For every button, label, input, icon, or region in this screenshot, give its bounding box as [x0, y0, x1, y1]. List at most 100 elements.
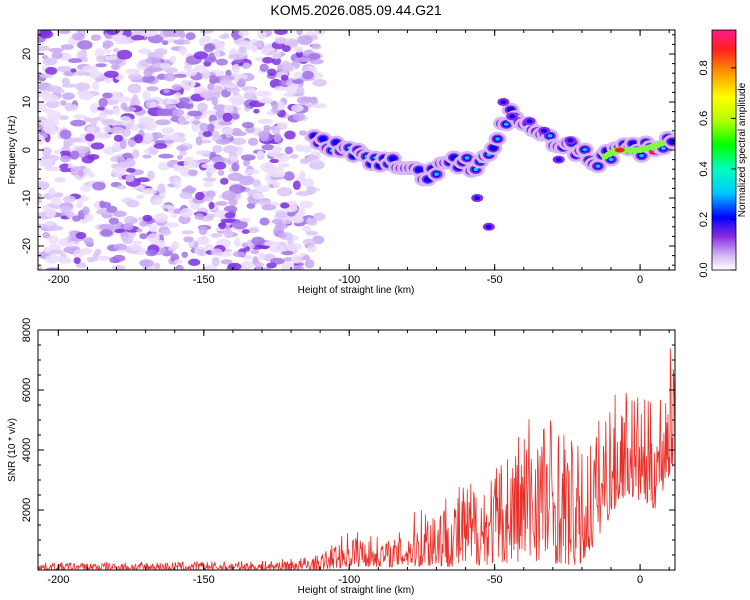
heatmap-cell [495, 137, 501, 141]
heatmap-cell [132, 149, 140, 159]
heatmap-cell [223, 205, 238, 213]
heatmap-cell [195, 191, 205, 201]
heatmap-cell [131, 31, 143, 36]
heatmap-cell [293, 46, 304, 53]
heatmap-cell [503, 122, 509, 127]
heatmap-cell [178, 115, 186, 125]
heatmap-cell [178, 45, 187, 56]
heatmap-cell [241, 229, 250, 234]
heatmap-cell [204, 57, 217, 63]
heatmap-cell [298, 206, 306, 217]
heatmap-cell [266, 110, 274, 116]
heatmap-cell [238, 46, 247, 54]
heatmap-cell [139, 220, 148, 227]
heatmap-cell [194, 64, 207, 73]
heatmap-cell [657, 140, 666, 147]
spectrogram-x-axis-label: Height of straight line (km) [298, 285, 415, 296]
heatmap-cell [296, 96, 312, 105]
heatmap-cell [299, 200, 314, 209]
heatmap-cell [131, 123, 140, 132]
heatmap-cell [280, 74, 289, 81]
spectrogram-y-axis-label: Frequency (Hz) [7, 116, 18, 185]
heatmap-cell [272, 51, 282, 60]
heatmap-cell [280, 202, 290, 209]
heatmap-cell [169, 55, 177, 64]
heatmap-cell [122, 106, 137, 112]
snr-series-line [38, 348, 675, 570]
heatmap-cell [259, 119, 272, 124]
heatmap-cell [46, 220, 55, 228]
heatmap-cell [251, 45, 258, 53]
y-tick-label: 20 [21, 48, 33, 60]
heatmap-cell [162, 30, 175, 38]
heatmap-cell [220, 218, 237, 223]
heatmap-cell [69, 137, 83, 143]
heatmap-cell [199, 122, 209, 131]
heatmap-cell [143, 132, 154, 142]
heatmap-cell [227, 262, 242, 270]
y-tick-label: 6000 [21, 378, 33, 402]
heatmap-cell [241, 260, 253, 270]
heatmap-cell [177, 102, 192, 109]
heatmap-cell [183, 39, 191, 45]
heatmap-cell [154, 262, 161, 269]
heatmap-cell [240, 154, 256, 161]
heatmap-cell [306, 185, 316, 195]
heatmap-cell [121, 235, 129, 242]
heatmap-cell [221, 128, 234, 135]
heatmap-cell [102, 48, 111, 54]
heatmap-cell [98, 111, 108, 120]
heatmap-cell [275, 211, 288, 219]
heatmap-cell [92, 181, 106, 191]
heatmap-cell [216, 58, 228, 66]
colorbar: 0.0 0.2 0.4 0.6 0.8 Normalized spectral ampl… [698, 29, 748, 278]
heatmap-cell [509, 114, 516, 119]
heatmap-cell [246, 228, 259, 234]
heatmap-cell [302, 238, 316, 247]
heatmap-cell [59, 155, 71, 163]
heatmap-cell [232, 219, 248, 230]
heatmap-cell [141, 30, 153, 37]
snr-y-axis-label: SNR (10 * v/v) [7, 418, 18, 482]
heatmap-cell [161, 127, 175, 135]
colorbar-tick-label: 0.0 [698, 262, 710, 277]
heatmap-cell [86, 125, 96, 133]
heatmap-cell [176, 137, 187, 143]
heatmap-cell [102, 43, 111, 50]
heatmap-cell [195, 150, 211, 156]
heatmap-cell [231, 137, 247, 146]
heatmap-cell [252, 256, 259, 265]
heatmap-cell [299, 158, 310, 165]
heatmap-cell [286, 242, 303, 251]
heatmap-cell [213, 104, 227, 111]
heatmap-cell [172, 133, 180, 139]
chart-title: KOM5.2026.085.09.44.G21 [270, 2, 441, 18]
heatmap-cell [123, 215, 137, 225]
heatmap-cell [231, 162, 240, 172]
heatmap-cell [433, 172, 439, 177]
heatmap-cell [255, 262, 265, 267]
heatmap-cell [256, 151, 264, 159]
heatmap-cell [271, 101, 279, 110]
heatmap-cell [173, 259, 183, 264]
heatmap-cell [207, 123, 215, 133]
heatmap-cell [108, 217, 120, 225]
heatmap-cell [84, 133, 95, 142]
heatmap-cell [164, 104, 177, 109]
heatmap-cell [168, 244, 180, 250]
heatmap-cell [197, 248, 207, 257]
heatmap-cell [639, 153, 645, 158]
heatmap-cell [48, 47, 64, 53]
heatmap-cell [311, 103, 327, 109]
heatmap-cell [159, 63, 171, 69]
snr-x-ticks: -200 -150 -100 -50 0 [47, 330, 670, 586]
heatmap-cell [284, 146, 294, 155]
heatmap-cell [290, 254, 303, 264]
heatmap-cell [286, 63, 294, 72]
heatmap-cell [82, 167, 92, 176]
x-tick-label: -200 [47, 274, 69, 286]
snr-plot-area [38, 330, 675, 570]
heatmap-cell [223, 228, 234, 239]
heatmap-cell [660, 146, 666, 151]
heatmap-cell [272, 181, 280, 189]
